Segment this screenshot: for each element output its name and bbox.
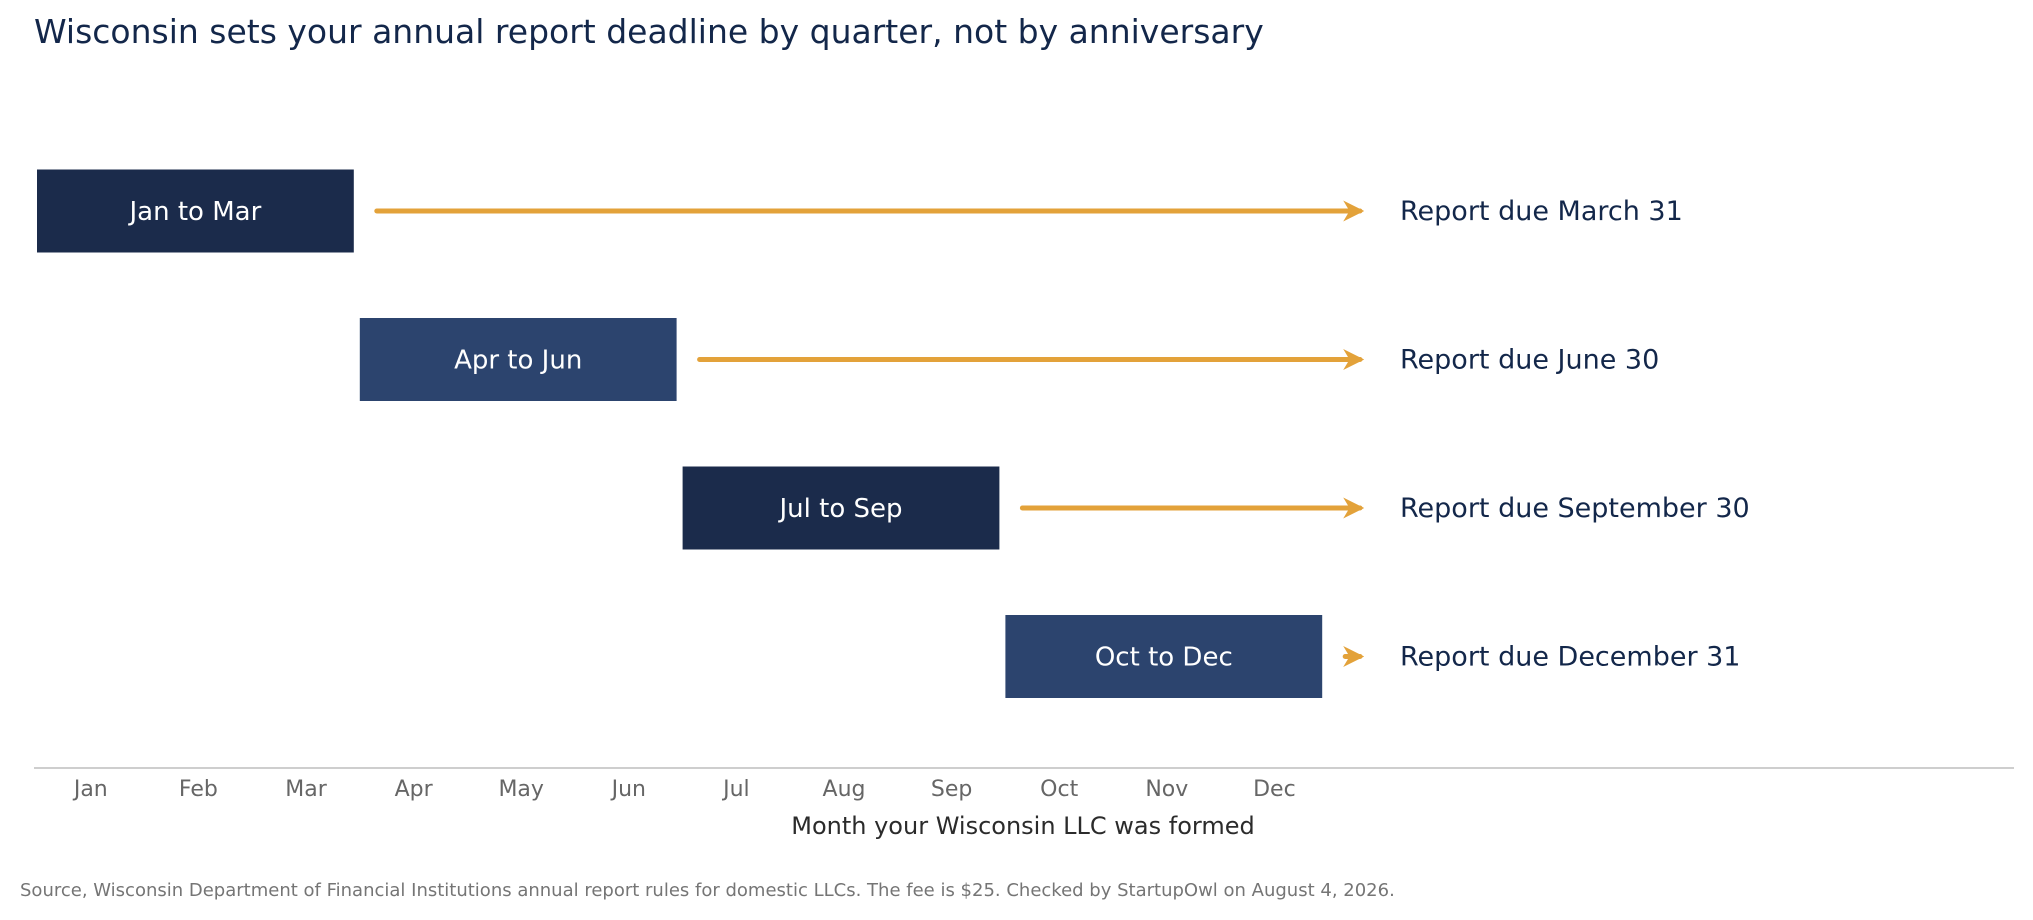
quarter-bar-label: Jan to Mar [128, 197, 262, 227]
chart-title: Wisconsin sets your annual report deadli… [34, 12, 1264, 51]
quarter-bar [1005, 615, 1323, 698]
x-tick-label: Dec [1253, 777, 1296, 802]
x-tick-label: Aug [823, 777, 866, 802]
x-tick-label: Apr [395, 777, 434, 802]
quarter-bar [359, 318, 677, 401]
quarter-bar [37, 169, 354, 253]
timeline-row: Apr to Jun Report due June 30 [359, 318, 1659, 401]
x-tick-label: Nov [1145, 777, 1188, 802]
deadline-label: Report due September 30 [1400, 493, 1750, 524]
x-tick-label: Sep [931, 777, 972, 802]
deadline-label: Report due March 31 [1400, 196, 1683, 227]
x-tick-label: Mar [285, 777, 327, 802]
quarter-bar [682, 466, 1000, 550]
timeline-row: Oct to Dec Report due December 31 [1005, 615, 1740, 698]
x-tick-label: Jun [610, 777, 646, 802]
source-note: Source, Wisconsin Department of Financia… [20, 880, 1395, 901]
x-tick-label: May [498, 777, 543, 802]
x-tick-label: Oct [1040, 777, 1078, 802]
x-tick-label: Feb [179, 777, 218, 802]
quarter-bar-label: Apr to Jun [454, 346, 582, 376]
x-tick-label: Jan [72, 777, 108, 802]
x-tick-label: Jul [721, 777, 750, 802]
quarter-bar-label: Oct to Dec [1095, 643, 1233, 673]
timeline-row: Jan to Mar Report due March 31 [37, 169, 1683, 253]
x-axis-label: Month your Wisconsin LLC was formed [791, 812, 1254, 840]
timeline-row: Jul to Sep Report due September 30 [682, 466, 1750, 550]
deadline-label: Report due December 31 [1400, 642, 1740, 673]
deadline-label: Report due June 30 [1400, 345, 1659, 376]
quarter-bar-label: Jul to Sep [777, 494, 902, 524]
